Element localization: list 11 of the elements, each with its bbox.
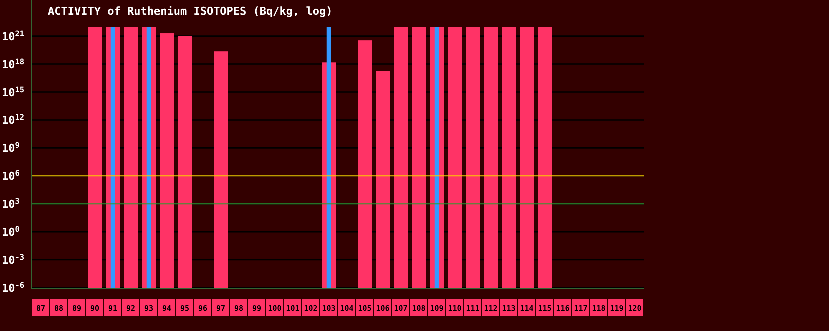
- y-tick-label: 10$^{6}$: [2, 168, 20, 184]
- y-tick-label: 10$^{15}$: [2, 84, 25, 100]
- y-tick-label: 10$^{3}$: [2, 196, 20, 212]
- y-tick-label: 10$^{-3}$: [2, 252, 25, 268]
- y-tick-label: 10$^{9}$: [2, 140, 20, 156]
- y-tick-label: 10$^{21}$: [2, 28, 25, 44]
- y-tick-label: 10$^{0}$: [2, 224, 20, 240]
- y-tick-label: 10$^{12}$: [2, 112, 25, 128]
- y-tick-label: 10$^{18}$: [2, 56, 25, 72]
- y-tick-label: 10$^{-6}$: [2, 280, 25, 295]
- chart-title: ACTIVITY of Ruthenium ISOTOPES (Bq/kg, log): [48, 5, 333, 18]
